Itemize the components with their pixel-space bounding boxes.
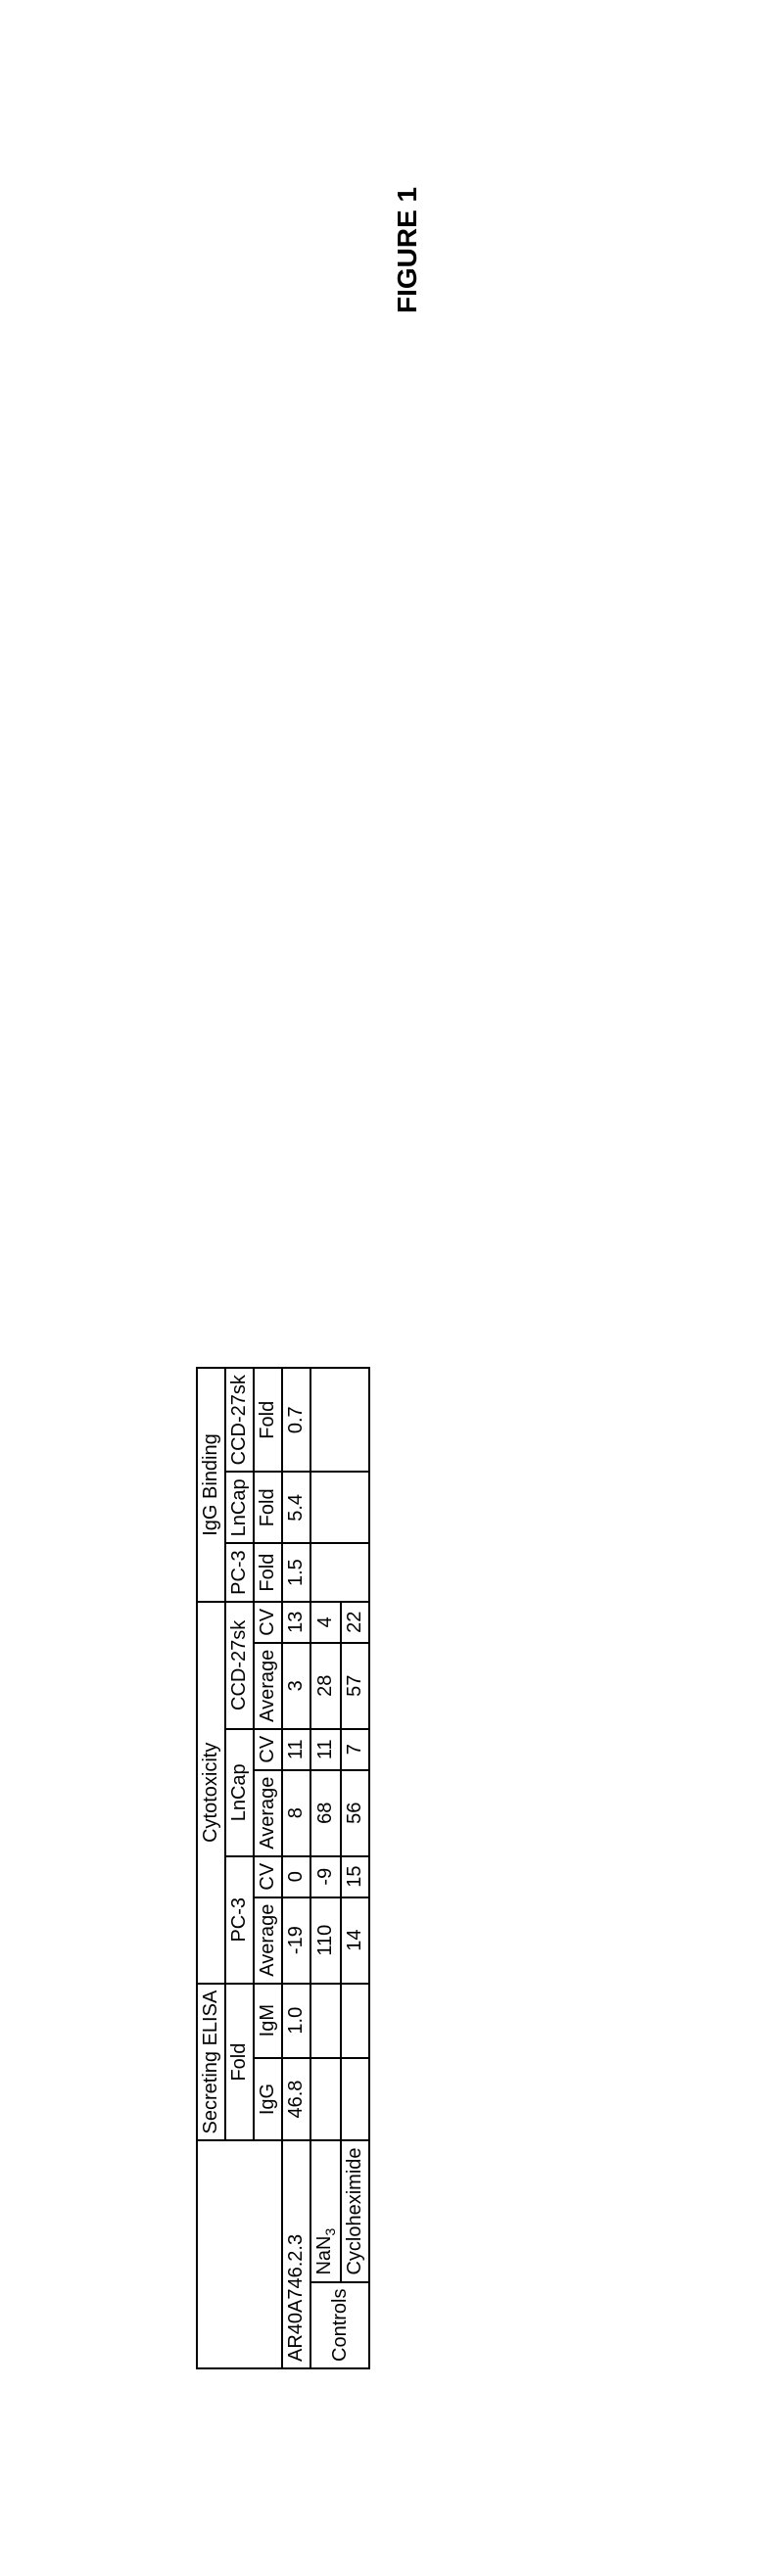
header-cytotoxicity: Cytotoxicity	[197, 1602, 225, 1984]
cell-nan3-label-prefix: NaN	[313, 2236, 335, 2275]
cell-nan3-igm	[310, 1984, 341, 2058]
cell-sample-ccd-avg: 3	[282, 1643, 310, 1729]
header-ccd-fold: Fold	[254, 1368, 282, 1472]
cell-cyclo-lncap-cv: 7	[341, 1729, 369, 1770]
cell-ctl-pc3-fold	[310, 1543, 369, 1602]
cell-ctl-lncap-fold	[310, 1472, 369, 1543]
cell-cyclo-label: Cycloheximide	[341, 2140, 369, 2281]
cell-sample-lncap-cv: 11	[282, 1729, 310, 1770]
header-igm: IgM	[254, 1984, 282, 2058]
table-row: Secreting ELISA Cytotoxicity IgG Binding	[197, 1368, 225, 2368]
cell-nan3-pc3-cv: -9	[310, 1856, 341, 1897]
cell-nan3-label-sub: 3	[322, 2228, 338, 2236]
cell-nan3-igg	[310, 2058, 341, 2141]
header-empty	[197, 2140, 282, 2368]
table-row: Controls NaN3 110 -9 68 11 28 4	[310, 1368, 341, 2368]
header-lncap-avg: Average	[254, 1770, 282, 1856]
header-pc3-cyto: PC-3	[225, 1856, 254, 1984]
cell-ctl-ccd-fold	[310, 1368, 369, 1472]
cell-cyclo-igg	[341, 2058, 369, 2141]
header-pc3-avg: Average	[254, 1897, 282, 1984]
cell-nan3-pc3-avg: 110	[310, 1897, 341, 1984]
cell-cyclo-pc3-avg: 14	[341, 1897, 369, 1984]
cell-sample-pc3-cv: 0	[282, 1856, 310, 1897]
header-lncap-cv: CV	[254, 1729, 282, 1770]
cell-sample-ccd-fold: 0.7	[282, 1368, 310, 1472]
cell-cyclo-pc3-cv: 15	[341, 1856, 369, 1897]
cell-sample-pc3-fold: 1.5	[282, 1543, 310, 1602]
cell-sample-lncap-avg: 8	[282, 1770, 310, 1856]
cell-sample-ccd-cv: 13	[282, 1602, 310, 1643]
cell-cyclo-ccd-cv: 22	[341, 1602, 369, 1643]
cell-nan3-ccd-cv: 4	[310, 1602, 341, 1643]
cell-sample-pc3-avg: -19	[282, 1897, 310, 1984]
cell-controls-label: Controls	[310, 2282, 369, 2368]
header-secreting-elisa: Secreting ELISA	[197, 1984, 225, 2141]
cell-nan3-label: NaN3	[310, 2140, 341, 2281]
header-pc3-bind: PC-3	[225, 1543, 254, 1602]
cell-nan3-lncap-avg: 68	[310, 1770, 341, 1856]
header-lncap-bind: LnCap	[225, 1472, 254, 1543]
figure-title: FIGURE 1	[392, 187, 423, 313]
header-igg-binding: IgG Binding	[197, 1368, 225, 1602]
header-ccd-cyto: CCD-27sk	[225, 1602, 254, 1729]
cell-cyclo-lncap-avg: 56	[341, 1770, 369, 1856]
header-ccd-cv: CV	[254, 1602, 282, 1643]
figure-table-wrap: Secreting ELISA Cytotoxicity IgG Binding…	[196, 1367, 370, 2369]
header-pc3-fold: Fold	[254, 1543, 282, 1602]
header-ccd-bind: CCD-27sk	[225, 1368, 254, 1472]
cell-sample-igg: 46.8	[282, 2058, 310, 2141]
header-igg: IgG	[254, 2058, 282, 2141]
cell-sample-lncap-fold: 5.4	[282, 1472, 310, 1543]
cell-cyclo-ccd-avg: 57	[341, 1643, 369, 1729]
cell-sample-label: AR40A746.2.3	[282, 2140, 310, 2368]
header-ccd-avg: Average	[254, 1643, 282, 1729]
header-fold-elisa: Fold	[225, 1984, 254, 2141]
header-lncap-fold: Fold	[254, 1472, 282, 1543]
table-row: AR40A746.2.3 46.8 1.0 -19 0 8 11 3 13 1.…	[282, 1368, 310, 2368]
cell-nan3-lncap-cv: 11	[310, 1729, 341, 1770]
header-pc3-cv: CV	[254, 1856, 282, 1897]
cell-sample-igm: 1.0	[282, 1984, 310, 2058]
cell-nan3-ccd-avg: 28	[310, 1643, 341, 1729]
header-lncap-cyto: LnCap	[225, 1729, 254, 1856]
figure-table: Secreting ELISA Cytotoxicity IgG Binding…	[196, 1367, 370, 2369]
cell-cyclo-igm	[341, 1984, 369, 2058]
